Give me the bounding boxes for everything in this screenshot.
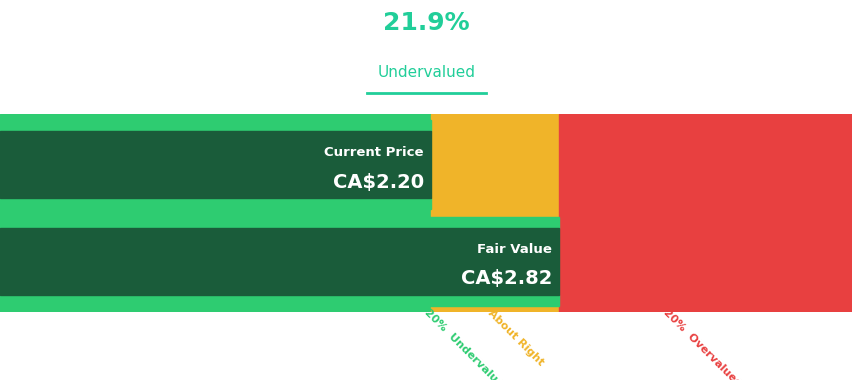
Bar <box>0 198 430 209</box>
Bar <box>0 120 430 131</box>
Bar <box>0 217 558 228</box>
Bar <box>558 114 852 312</box>
Bar <box>0 295 558 306</box>
Text: 21.9%: 21.9% <box>383 11 469 35</box>
Bar <box>0 131 430 198</box>
Text: Undervalued: Undervalued <box>377 65 475 79</box>
Text: 20%  Undervalued: 20% Undervalued <box>422 308 509 380</box>
Text: Fair Value: Fair Value <box>476 243 551 256</box>
Text: CA$2.82: CA$2.82 <box>460 269 551 288</box>
Bar <box>430 114 558 312</box>
Text: CA$2.20: CA$2.20 <box>332 173 423 192</box>
Text: Current Price: Current Price <box>324 146 423 159</box>
Text: About Right: About Right <box>486 308 545 367</box>
Bar <box>0 114 430 312</box>
Text: 20%  Overvalued: 20% Overvalued <box>661 308 743 380</box>
Bar <box>0 228 558 295</box>
